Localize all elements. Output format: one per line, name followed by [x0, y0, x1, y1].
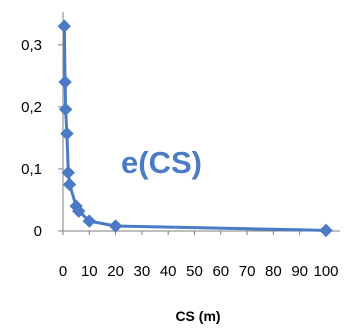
y-tick-label: 0 [34, 223, 42, 240]
data-point-marker [57, 19, 72, 33]
y-tick-label: 0,1 [21, 161, 42, 178]
data-point-marker [108, 219, 123, 233]
x-tick-label: 70 [239, 263, 256, 280]
x-tick-label: 10 [81, 263, 98, 280]
data-point-marker [61, 165, 75, 180]
series-line [62, 26, 327, 232]
y-tick-label: 0,3 [21, 37, 42, 54]
data-point-marker [319, 223, 333, 238]
x-tick-label: 80 [265, 263, 282, 280]
x-tick-label: 20 [107, 263, 124, 280]
data-point-marker [62, 177, 77, 192]
data-point-marker [60, 126, 74, 141]
x-tick-label: 40 [160, 263, 177, 280]
data-point-marker [58, 102, 73, 117]
data-point-marker [58, 75, 72, 89]
series-group [57, 19, 333, 238]
x-axis-ticks: 0 10 20 30 40 50 60 70 80 90 100 [59, 231, 339, 280]
x-tick-label: 50 [186, 263, 203, 280]
y-axis-ticks: 0 0,1 0,2 0,3 [21, 37, 63, 240]
chart-annotation: e(CS) [121, 145, 202, 180]
x-tick-label: 90 [291, 263, 308, 280]
x-tick-label: 100 [313, 263, 338, 280]
x-axis-title: CS (m) [175, 308, 220, 324]
data-point-marker [82, 214, 97, 228]
data-point-marker [72, 204, 86, 218]
x-tick-label: 0 [59, 263, 67, 280]
x-tick-label: 60 [212, 263, 229, 280]
x-tick-label: 30 [134, 263, 151, 280]
chart-axes [62, 12, 340, 232]
y-tick-label: 0,2 [21, 99, 42, 116]
